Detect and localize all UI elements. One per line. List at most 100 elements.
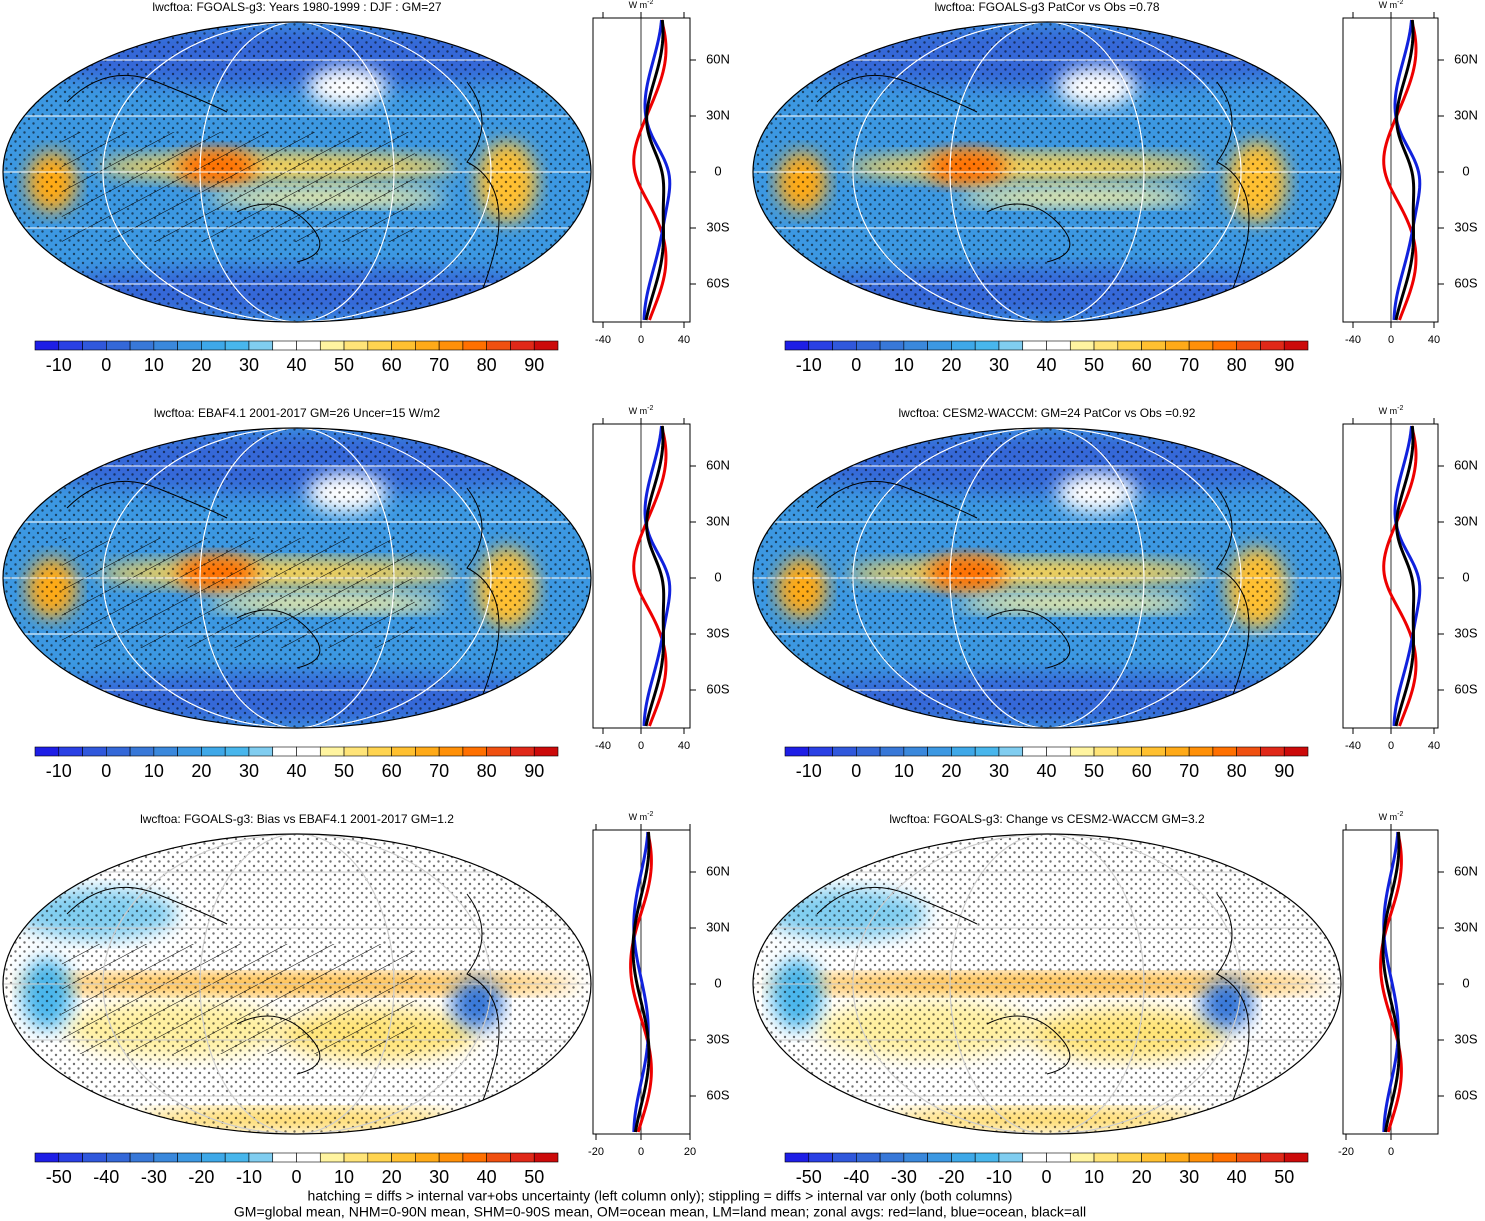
panel-title: lwcftoa: FGOALS-g3: Years 1980-1999 : DJ… bbox=[152, 0, 441, 14]
colorbar-box bbox=[808, 746, 833, 757]
colorbar-box bbox=[533, 746, 559, 757]
colorbar-box bbox=[1188, 340, 1214, 351]
zonal-y-label: 30N bbox=[1454, 513, 1478, 528]
colorbar-box bbox=[129, 746, 155, 757]
colorbar-box bbox=[415, 340, 440, 351]
zonal-y-label: 0 bbox=[714, 569, 721, 584]
hatching bbox=[61, 538, 415, 648]
colorbar-box bbox=[486, 340, 511, 351]
unit-exponent: -2 bbox=[1397, 405, 1403, 412]
colorbar-box bbox=[998, 746, 1024, 757]
colorbar-label: -10 bbox=[46, 761, 72, 781]
colorbar-box bbox=[1212, 746, 1237, 757]
meridian bbox=[852, 834, 1242, 1134]
colorbar-label: -50 bbox=[46, 1167, 72, 1187]
colorbar-box bbox=[1188, 1152, 1214, 1163]
colorbar-label: 90 bbox=[1274, 761, 1294, 781]
colorbar-label: -10 bbox=[796, 761, 822, 781]
coastline bbox=[816, 886, 1250, 1115]
panel-title: lwcftoa: FGOALS-g3: Change vs CESM2-WACC… bbox=[889, 812, 1205, 826]
colorbar-label: 90 bbox=[524, 761, 544, 781]
colorbar-label: 30 bbox=[239, 355, 259, 375]
zonal-y-label: 30S bbox=[1454, 625, 1477, 640]
zonal-unit: W m-2 bbox=[1379, 811, 1404, 823]
colorbar-box bbox=[1236, 340, 1261, 351]
zonal-y-label: 30N bbox=[706, 107, 730, 122]
colorbar-box bbox=[1141, 340, 1166, 351]
colorbar-box bbox=[951, 340, 976, 351]
zonal-x-label: 40 bbox=[678, 334, 690, 346]
colorbar-label: -40 bbox=[843, 1167, 869, 1187]
colorbar-box bbox=[1260, 1152, 1285, 1163]
colorbar-box bbox=[1046, 1152, 1071, 1163]
zonal-curve bbox=[644, 19, 666, 321]
zonal-y-label: 60N bbox=[1454, 51, 1478, 66]
colorbar-label: 20 bbox=[382, 1167, 402, 1187]
panel-title: lwcftoa: FGOALS-g3 PatCor vs Obs =0.78 bbox=[934, 0, 1159, 14]
colorbar-box bbox=[1283, 1152, 1309, 1163]
colorbar-box bbox=[177, 340, 202, 351]
coastline bbox=[66, 74, 500, 303]
panel: lwcftoa: FGOALS-g3: Change vs CESM2-WACC… bbox=[752, 811, 1478, 1187]
colorbar-label: 0 bbox=[101, 355, 111, 375]
zonal-x-label: -20 bbox=[588, 1146, 604, 1158]
colorbar-box bbox=[832, 1152, 857, 1163]
map-border bbox=[752, 833, 1342, 1135]
map bbox=[3, 428, 591, 728]
panel: lwcftoa: EBAF4.1 2001-2017 GM=26 Uncer=1… bbox=[2, 405, 730, 781]
colorbar-box bbox=[1236, 1152, 1261, 1163]
colorbar-label: 40 bbox=[286, 355, 306, 375]
colorbar-box bbox=[438, 746, 464, 757]
colorbar-label: 30 bbox=[989, 761, 1009, 781]
colorbar-label: -10 bbox=[986, 1167, 1012, 1187]
meridian bbox=[102, 22, 492, 322]
zonal-unit: W m-2 bbox=[1379, 0, 1404, 10]
colorbar-box bbox=[82, 1152, 107, 1163]
zonal-x-label: -40 bbox=[595, 334, 611, 346]
colorbar-box bbox=[367, 1152, 392, 1163]
colorbar-box bbox=[248, 340, 274, 351]
colorbar-label: 20 bbox=[1132, 1167, 1152, 1187]
panel-title: lwcftoa: EBAF4.1 2001-2017 GM=26 Uncer=1… bbox=[154, 406, 440, 420]
colorbar-box bbox=[58, 746, 83, 757]
colorbar-box bbox=[1093, 1152, 1119, 1163]
zonal-y-label: 0 bbox=[714, 163, 721, 178]
map-border bbox=[752, 427, 1342, 729]
colorbar-box bbox=[927, 746, 952, 757]
colorbar-label: 80 bbox=[477, 761, 497, 781]
colorbar-box bbox=[1046, 746, 1071, 757]
zonal-curve bbox=[1381, 831, 1401, 1133]
colorbar-box bbox=[927, 1152, 952, 1163]
colorbar-label: 10 bbox=[1084, 1167, 1104, 1187]
zonal-curve bbox=[1394, 425, 1416, 727]
colorbar-box bbox=[296, 746, 321, 757]
zonal-curve bbox=[631, 831, 651, 1133]
map bbox=[753, 834, 1341, 1134]
colorbar-label: -30 bbox=[141, 1167, 167, 1187]
zonal-y-label: 0 bbox=[714, 975, 721, 990]
colorbar-box bbox=[486, 1152, 511, 1163]
map-border bbox=[2, 833, 592, 1135]
zonal-curve bbox=[1382, 831, 1400, 1133]
zonal-y-label: 30N bbox=[706, 919, 730, 934]
colorbar-box bbox=[1283, 746, 1309, 757]
colorbar-box bbox=[391, 746, 416, 757]
colorbar-box bbox=[319, 746, 345, 757]
zonal-x-label: 0 bbox=[1388, 740, 1394, 752]
zonal-curve bbox=[642, 19, 672, 321]
zonal-x-label: 0 bbox=[638, 740, 644, 752]
colorbar-box bbox=[510, 746, 535, 757]
colorbar-box bbox=[58, 1152, 83, 1163]
colorbar-label: 0 bbox=[101, 761, 111, 781]
colorbar-box bbox=[1046, 340, 1071, 351]
colorbar-label: 70 bbox=[1179, 355, 1199, 375]
panel-title: lwcftoa: FGOALS-g3: Bias vs EBAF4.1 2001… bbox=[140, 812, 454, 826]
zonal-x-label: 40 bbox=[1428, 740, 1440, 752]
colorbar-box bbox=[1069, 340, 1095, 351]
unit-text: W m bbox=[1379, 0, 1398, 10]
colorbar-box bbox=[1236, 746, 1261, 757]
colorbar-box bbox=[106, 340, 131, 351]
colorbar-label: 50 bbox=[334, 761, 354, 781]
colorbar-box bbox=[224, 1152, 250, 1163]
colorbar-label: -10 bbox=[236, 1167, 262, 1187]
